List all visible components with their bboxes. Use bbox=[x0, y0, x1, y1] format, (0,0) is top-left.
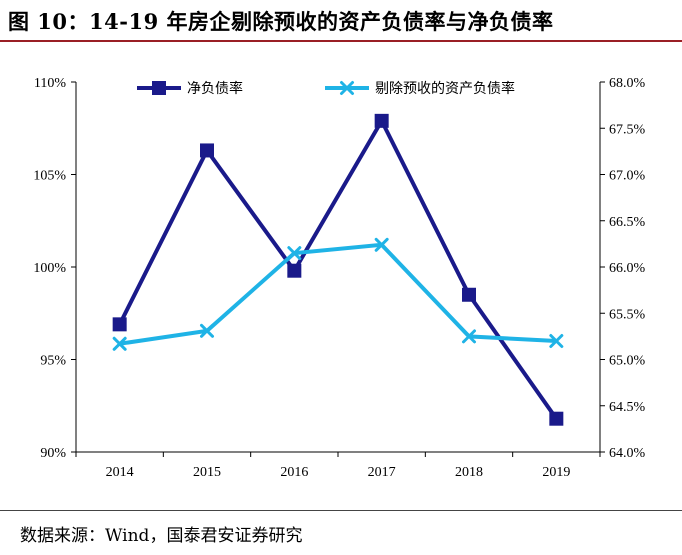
x-axis-tick-label: 2015 bbox=[193, 465, 221, 480]
series-2-point bbox=[112, 336, 127, 351]
right-axis-tick-label: 65.5% bbox=[609, 307, 646, 322]
right-axis-tick-label: 68.0% bbox=[609, 76, 646, 91]
x-axis-tick-label: 2019 bbox=[542, 465, 570, 480]
series-1-point bbox=[374, 113, 389, 128]
x-axis-tick-label: 2016 bbox=[280, 465, 308, 480]
series-2-point bbox=[549, 334, 564, 348]
series-line-1 bbox=[117, 116, 558, 420]
x-axis-tick-label: 2018 bbox=[455, 465, 483, 480]
figure-title: 图 10：14-19 年房企剔除预收的资产负债率与净负债率 bbox=[8, 9, 554, 34]
right-axis-tick-label: 67.0% bbox=[609, 169, 646, 184]
x-axis-tick-label: 2017 bbox=[368, 465, 396, 480]
series-2-point bbox=[200, 323, 214, 338]
legend-label: 净负债率 bbox=[187, 80, 243, 97]
right-axis-tick-label: 67.5% bbox=[609, 122, 646, 137]
x-axis-tick-label: 2014 bbox=[106, 465, 134, 480]
chart-series bbox=[112, 113, 564, 426]
series-1-point bbox=[112, 317, 127, 332]
chart-legend: 净负债率 剔除预收的资产负债率 bbox=[137, 80, 515, 97]
series-2-point bbox=[374, 237, 389, 252]
legend-marker bbox=[340, 81, 354, 95]
right-axis-tick-label: 66.0% bbox=[609, 261, 646, 276]
legend-label: 剔除预收的资产负债率 bbox=[375, 80, 515, 97]
legend-marker bbox=[152, 81, 166, 95]
source-divider bbox=[0, 510, 682, 511]
left-axis-tick-label: 100% bbox=[33, 261, 66, 276]
series-line-2 bbox=[119, 242, 557, 346]
series-1-point bbox=[549, 411, 564, 426]
right-axis-tick-label: 66.5% bbox=[609, 215, 646, 230]
left-axis-tick-label: 95% bbox=[40, 354, 66, 369]
line-chart: 90% 95% 100% 105% 110% 64.0% 64.5% 65.0% 65.5% 66… bbox=[33, 76, 645, 480]
source-note: 数据来源：Wind，国泰君安证券研究 bbox=[20, 526, 303, 546]
series-1-point bbox=[287, 263, 302, 278]
left-axis-tick-label: 105% bbox=[33, 169, 66, 184]
series-1-point bbox=[462, 287, 476, 302]
right-axis-tick-label: 64.0% bbox=[609, 446, 646, 461]
left-axis-tick-label: 90% bbox=[40, 446, 66, 461]
right-axis-tick-label: 64.5% bbox=[609, 400, 646, 415]
right-axis-tick-label: 65.0% bbox=[609, 354, 646, 369]
series-1-point bbox=[200, 143, 214, 158]
title-rule bbox=[0, 40, 682, 42]
series-2-point bbox=[462, 329, 476, 344]
series-2-point bbox=[287, 246, 302, 261]
chart-axes: 90% 95% 100% 105% 110% 64.0% 64.5% 65.0% 65.5% 66… bbox=[33, 76, 645, 480]
left-axis-tick-label: 110% bbox=[34, 76, 66, 91]
